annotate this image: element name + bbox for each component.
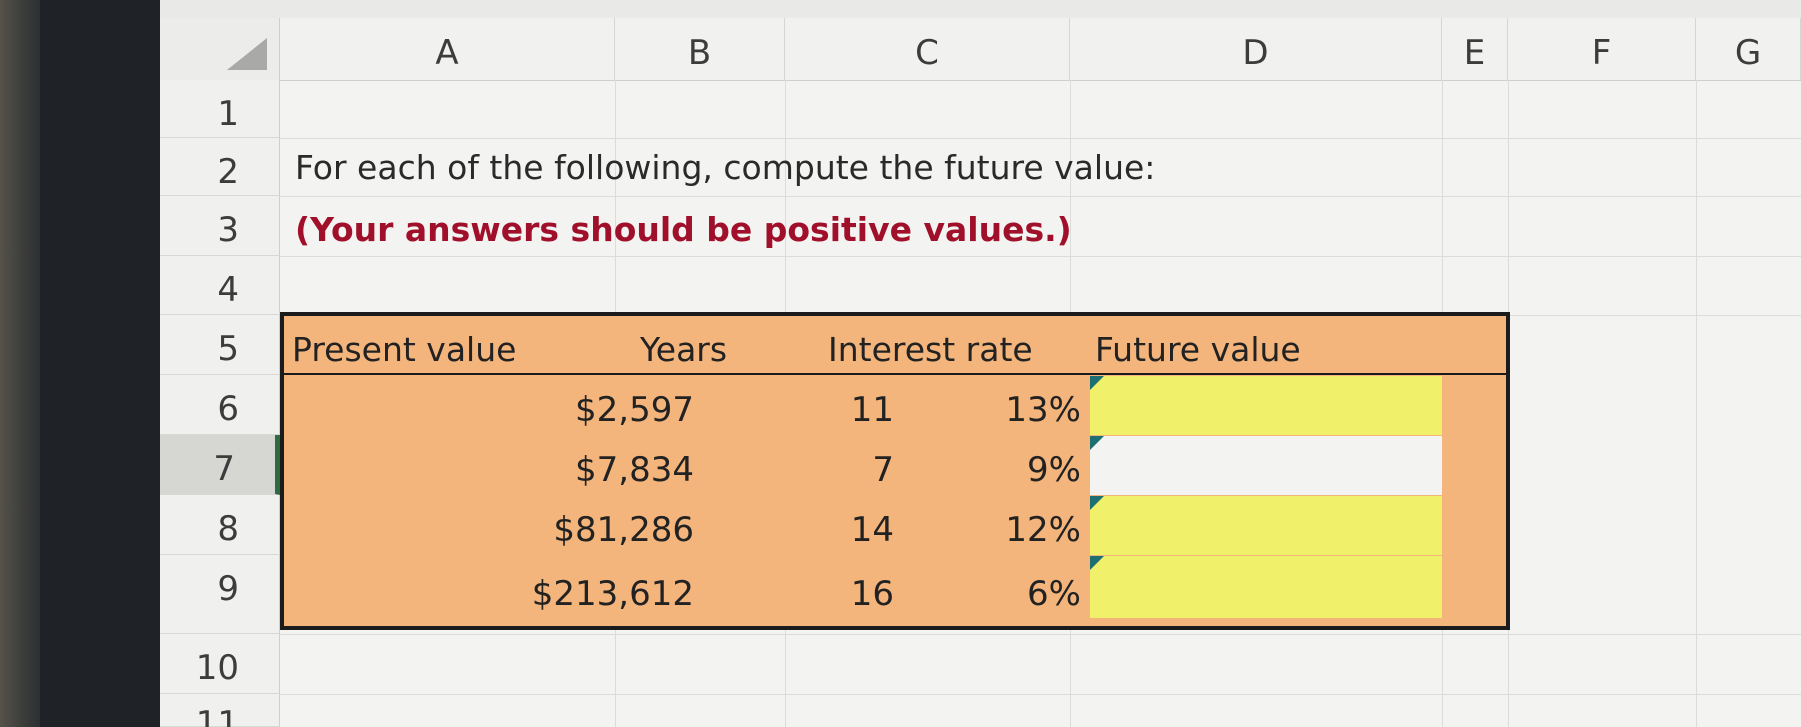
years-cell[interactable]: 16 xyxy=(850,574,894,614)
column-header-f[interactable]: F xyxy=(1508,18,1696,80)
header-interest-rate[interactable]: Interest rate xyxy=(828,330,1033,369)
interest-rate-cell[interactable]: 6% xyxy=(1027,574,1081,614)
header-years[interactable]: Years xyxy=(640,330,728,369)
error-flag-icon xyxy=(1090,556,1104,570)
column-header-row xyxy=(160,18,1801,81)
present-value-cell[interactable]: $2,597 xyxy=(575,390,694,430)
years-cell[interactable]: 14 xyxy=(850,510,894,550)
interest-rate-cell[interactable]: 9% xyxy=(1027,450,1081,490)
interest-rate-cell[interactable]: 13% xyxy=(1005,390,1081,430)
grid-line xyxy=(280,634,1801,635)
row-header-8[interactable]: 8 xyxy=(160,495,280,555)
grid-line xyxy=(1696,80,1697,727)
column-header-g[interactable]: G xyxy=(1696,18,1801,80)
instruction-text: For each of the following, compute the f… xyxy=(295,148,1156,187)
column-header-c[interactable]: C xyxy=(785,18,1070,80)
error-flag-icon xyxy=(1090,376,1104,390)
header-present-value[interactable]: Present value xyxy=(292,330,517,369)
grid-line xyxy=(280,138,1801,139)
ribbon-edge xyxy=(160,0,1801,18)
interest-rate-cell[interactable]: 12% xyxy=(1005,510,1081,550)
row-header-3[interactable]: 3 xyxy=(160,196,280,256)
spreadsheet-grid: A B C D E F G 1 2 3 4 5 6 7 8 9 10 11 Fo… xyxy=(160,0,1801,727)
row-header-7[interactable]: 7 xyxy=(160,435,280,495)
future-value-input-row7[interactable] xyxy=(1090,436,1442,495)
row-header-2[interactable]: 2 xyxy=(160,138,280,196)
column-header-a[interactable]: A xyxy=(280,18,615,80)
row-header-9[interactable]: 9 xyxy=(160,555,280,634)
column-header-e[interactable]: E xyxy=(1442,18,1508,80)
select-all-triangle-icon xyxy=(227,38,267,70)
row-header-6[interactable]: 6 xyxy=(160,375,280,435)
present-value-cell[interactable]: $7,834 xyxy=(575,450,694,490)
future-value-input-row9[interactable] xyxy=(1090,556,1442,618)
row-header-11[interactable]: 11 xyxy=(160,694,280,727)
header-underline xyxy=(284,373,1506,375)
monitor-bezel-dark xyxy=(40,0,160,727)
row-header-5[interactable]: 5 xyxy=(160,315,280,375)
grid-line xyxy=(280,196,1801,197)
column-header-d[interactable]: D xyxy=(1070,18,1442,80)
column-header-b[interactable]: B xyxy=(615,18,785,80)
row-header-10[interactable]: 10 xyxy=(160,634,280,694)
error-flag-icon xyxy=(1090,496,1104,510)
positive-values-note: (Your answers should be positive values.… xyxy=(295,210,1072,249)
grid-line xyxy=(280,256,1801,257)
present-value-cell[interactable]: $81,286 xyxy=(553,510,694,550)
years-cell[interactable]: 7 xyxy=(872,450,894,490)
select-all-button[interactable] xyxy=(160,18,280,80)
monitor-bezel-left xyxy=(0,0,40,727)
present-value-cell[interactable]: $213,612 xyxy=(531,574,694,614)
future-value-input-row8[interactable] xyxy=(1090,496,1442,555)
row-header-4[interactable]: 4 xyxy=(160,256,280,315)
grid-line xyxy=(280,694,1801,695)
header-future-value[interactable]: Future value xyxy=(1095,330,1301,369)
error-flag-icon xyxy=(1090,436,1104,450)
future-value-input-row6[interactable] xyxy=(1090,376,1442,435)
years-cell[interactable]: 11 xyxy=(850,390,894,430)
row-header-1[interactable]: 1 xyxy=(160,80,280,138)
